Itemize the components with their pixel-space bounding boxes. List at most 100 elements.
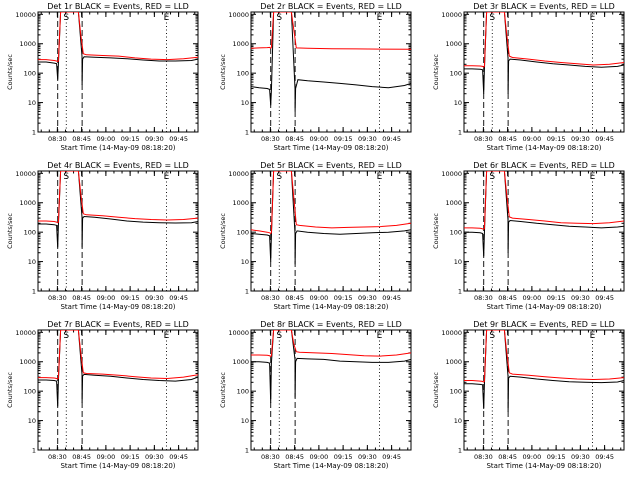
- chart-title: Det 1r BLACK = Events, RED = LLD: [47, 2, 189, 11]
- x-tick-label: 09:45: [382, 453, 401, 461]
- chart-panel: Det 8r BLACK = Events, RED = LLD Counts/s…: [219, 320, 412, 470]
- y-tick-label: 100: [450, 388, 462, 396]
- x-axis-label: Start Time (14-May-09 08:18:20): [60, 462, 175, 470]
- x-tick-label: 09:00: [97, 135, 116, 143]
- lld-rate-line: [38, 171, 198, 224]
- interval-marker-label: S: [489, 172, 495, 182]
- x-tick-label: 08:30: [261, 294, 280, 302]
- x-tick-label: 09:30: [571, 453, 590, 461]
- y-tick-label: 1: [458, 288, 462, 296]
- x-tick-label: 09:00: [523, 135, 542, 143]
- x-tick-label: 09:45: [169, 294, 188, 302]
- lld-rate-line: [251, 330, 411, 358]
- y-axis-label: Counts/sec: [432, 213, 440, 249]
- x-axis-label: Start Time (14-May-09 08:18:20): [486, 144, 601, 152]
- interval-marker-label: S: [276, 331, 282, 341]
- plot-frame: [463, 11, 625, 133]
- event-rate-line: [464, 171, 624, 257]
- x-tick-label: 09:30: [145, 453, 164, 461]
- chart-title: Det 7r BLACK = Events, RED = LLD: [47, 320, 189, 329]
- x-tick-label: 09:15: [334, 294, 353, 302]
- y-tick-label: 100: [237, 388, 249, 396]
- y-tick-label: 10: [454, 258, 462, 266]
- y-tick-label: 100: [24, 229, 36, 237]
- x-tick-label: 09:30: [358, 294, 377, 302]
- plot-frame: [463, 170, 625, 292]
- x-axis-label: Start Time (14-May-09 08:18:20): [273, 303, 388, 311]
- interval-marker-label: S: [489, 331, 495, 341]
- y-tick-label: 10: [454, 99, 462, 107]
- series-group: [464, 12, 624, 94]
- y-tick-label: 1000: [445, 358, 462, 366]
- x-tick-label: 09:00: [310, 453, 329, 461]
- series-group: [38, 171, 198, 248]
- chart-title: Det 3r BLACK = Events, RED = LLD: [473, 2, 615, 11]
- interval-marker-label: E: [377, 331, 383, 341]
- y-tick-label: 1: [32, 288, 36, 296]
- x-tick-label: 09:45: [595, 294, 614, 302]
- x-tick-label: 09:00: [310, 294, 329, 302]
- interval-marker-label: E: [164, 172, 170, 182]
- x-tick-label: 09:15: [334, 135, 353, 143]
- x-tick-label: 08:30: [261, 135, 280, 143]
- y-tick-label: 1000: [19, 358, 36, 366]
- x-tick-label: 08:45: [498, 453, 517, 461]
- event-rate-line: [38, 171, 198, 248]
- x-tick-label: 08:45: [285, 294, 304, 302]
- lld-rate-line: [251, 171, 411, 235]
- chart-panel: Det 9r BLACK = Events, RED = LLD Counts/s…: [432, 320, 625, 470]
- plot-frame: [250, 170, 412, 292]
- x-tick-label: 08:45: [72, 135, 91, 143]
- chart-panel: Det 7r BLACK = Events, RED = LLD Counts/s…: [6, 320, 199, 470]
- x-axis-label: Start Time (14-May-09 08:18:20): [273, 462, 388, 470]
- interval-marker-label: E: [377, 172, 383, 182]
- x-tick-label: 09:00: [523, 453, 542, 461]
- y-tick-label: 1000: [232, 358, 249, 366]
- x-tick-label: 08:45: [285, 135, 304, 143]
- x-tick-label: 09:00: [310, 135, 329, 143]
- event-rate-line: [464, 330, 624, 412]
- y-axis-label: Counts/sec: [219, 372, 227, 408]
- plot-frame: [37, 11, 199, 133]
- interval-marker-label: E: [164, 331, 170, 341]
- y-axis-label: Counts/sec: [6, 372, 14, 408]
- lld-rate-line: [464, 12, 624, 68]
- interval-marker-label: E: [377, 13, 383, 23]
- series-group: [464, 330, 624, 412]
- y-tick-label: 100: [237, 229, 249, 237]
- interval-marker-label: S: [276, 172, 282, 182]
- x-tick-label: 08:45: [498, 135, 517, 143]
- y-tick-label: 10: [28, 99, 36, 107]
- x-tick-label: 09:30: [571, 294, 590, 302]
- y-axis-label: Counts/sec: [432, 54, 440, 90]
- y-tick-label: 1: [32, 447, 36, 455]
- series-group: [38, 12, 198, 85]
- y-tick-label: 1000: [19, 199, 36, 207]
- interval-marker-label: E: [164, 13, 170, 23]
- x-tick-label: 09:00: [97, 453, 116, 461]
- x-axis-label: Start Time (14-May-09 08:18:20): [486, 303, 601, 311]
- interval-marker-label: E: [590, 13, 596, 23]
- event-rate-line: [38, 330, 198, 407]
- x-tick-label: 09:15: [547, 294, 566, 302]
- y-axis-label: Counts/sec: [6, 213, 14, 249]
- y-axis-label: Counts/sec: [432, 372, 440, 408]
- chart-title: Det 2r BLACK = Events, RED = LLD: [260, 2, 402, 11]
- x-tick-label: 09:15: [121, 135, 140, 143]
- y-tick-label: 10000: [441, 329, 462, 337]
- x-axis-label: Start Time (14-May-09 08:18:20): [60, 303, 175, 311]
- y-tick-label: 1: [458, 129, 462, 137]
- series-group: [251, 171, 411, 265]
- x-tick-label: 09:30: [358, 135, 377, 143]
- chart-title: Det 4r BLACK = Events, RED = LLD: [47, 161, 189, 170]
- y-tick-label: 1: [458, 447, 462, 455]
- y-tick-label: 10: [28, 417, 36, 425]
- y-axis-label: Counts/sec: [219, 213, 227, 249]
- series-group: [38, 330, 198, 407]
- y-tick-label: 10000: [228, 170, 249, 178]
- y-tick-label: 10: [28, 258, 36, 266]
- chart-title: Det 9r BLACK = Events, RED = LLD: [473, 320, 615, 329]
- interval-marker-label: S: [276, 13, 282, 23]
- x-tick-label: 08:45: [72, 453, 91, 461]
- chart-panel: Det 5r BLACK = Events, RED = LLD Counts/s…: [219, 161, 412, 311]
